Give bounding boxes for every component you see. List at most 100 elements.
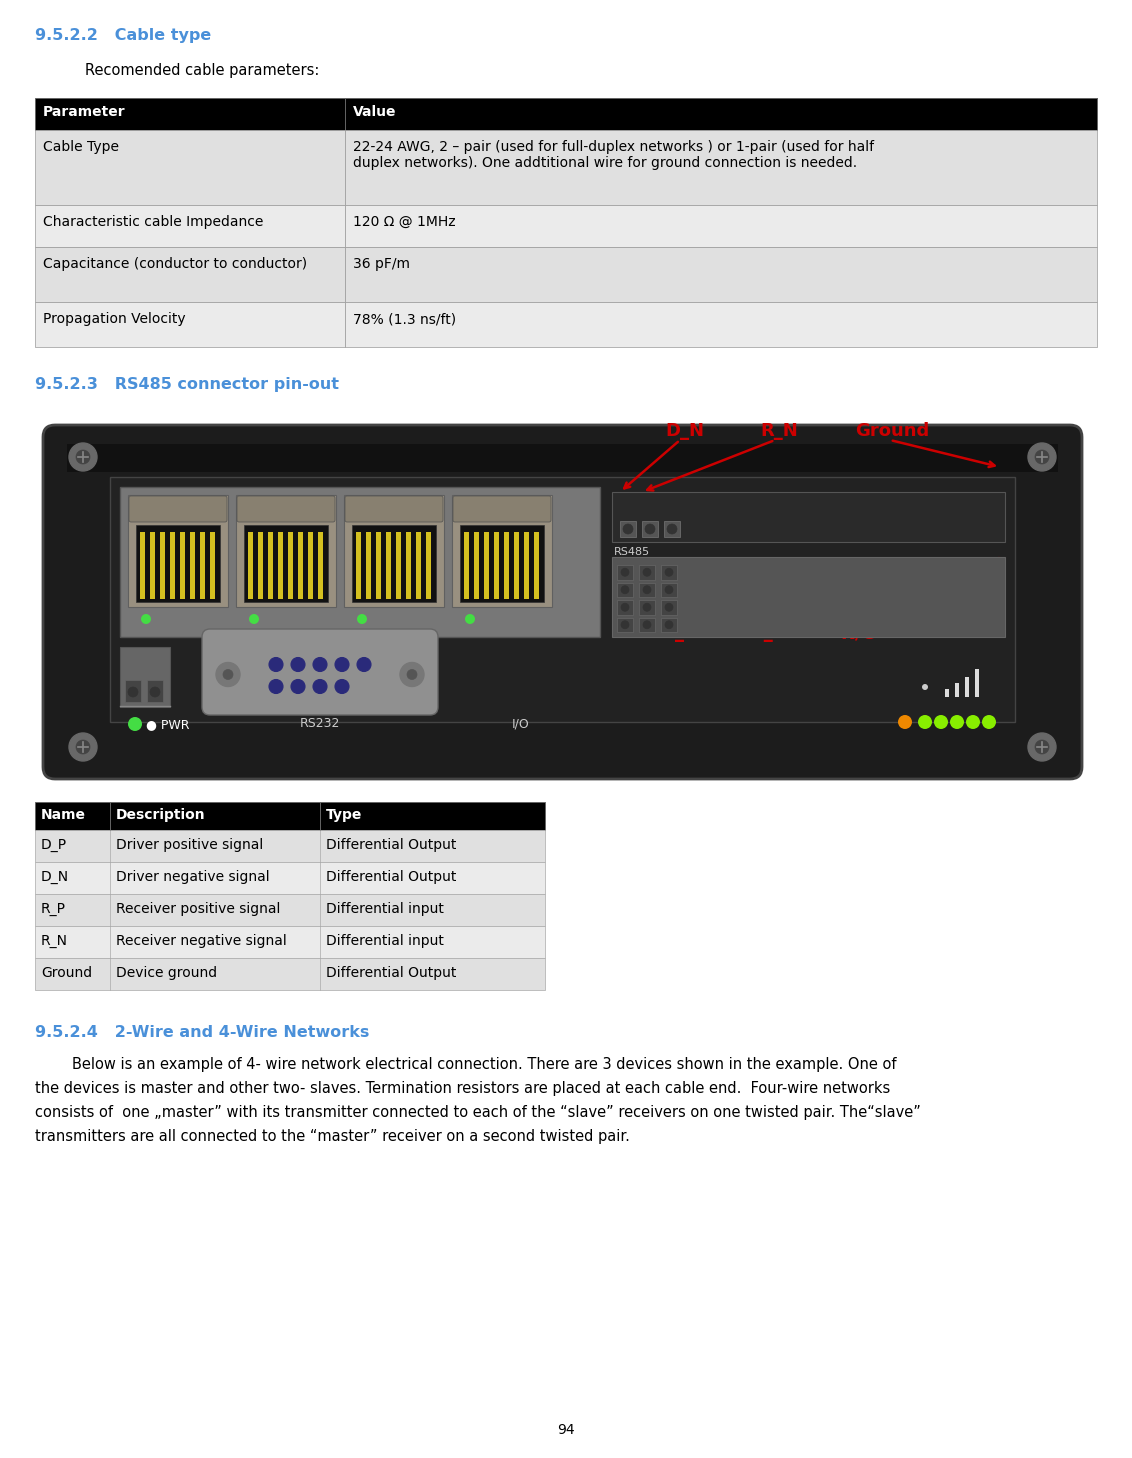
Text: Capacitance (conductor to conductor): Capacitance (conductor to conductor) — [43, 257, 307, 271]
Bar — [617, 583, 633, 596]
Bar — [534, 532, 539, 599]
Circle shape — [69, 443, 97, 471]
FancyBboxPatch shape — [43, 424, 1082, 779]
Bar — [514, 532, 518, 599]
Bar — [151, 532, 155, 599]
Bar — [140, 532, 145, 599]
Circle shape — [1028, 443, 1056, 471]
Bar — [35, 98, 1097, 130]
Circle shape — [981, 714, 996, 729]
Text: Ground: Ground — [41, 967, 92, 980]
Text: D_N: D_N — [41, 870, 69, 884]
Text: Below is an example of 4- wire network electrical connection. There are 3 device: Below is an example of 4- wire network e… — [35, 1057, 897, 1072]
Text: 36 pF/m: 36 pF/m — [353, 257, 410, 287]
Bar — [200, 532, 205, 599]
Bar — [406, 532, 411, 599]
Text: Driver positive signal: Driver positive signal — [115, 838, 264, 851]
Bar — [35, 206, 345, 246]
Bar — [617, 618, 633, 631]
Circle shape — [664, 569, 674, 576]
Bar — [298, 532, 303, 599]
Text: Ground: Ground — [855, 421, 929, 440]
Circle shape — [623, 523, 633, 534]
Text: R_N: R_N — [760, 421, 798, 440]
Text: Recomended cable parameters:: Recomended cable parameters: — [85, 63, 319, 77]
Text: Differential input: Differential input — [326, 935, 444, 948]
Text: D_P: D_P — [41, 838, 67, 851]
Bar — [35, 302, 345, 347]
Text: 78% (1.3 ns/ft): 78% (1.3 ns/ft) — [353, 312, 456, 327]
Circle shape — [291, 658, 305, 672]
Text: the devices is master and other two- slaves. Termination resistors are placed at: the devices is master and other two- sla… — [35, 1080, 890, 1096]
Bar — [211, 532, 215, 599]
Text: R_P: R_P — [41, 903, 66, 916]
Circle shape — [249, 614, 259, 624]
Text: R_P: R_P — [751, 624, 786, 642]
Circle shape — [621, 621, 629, 628]
Bar — [170, 532, 175, 599]
Text: 9.5.2.3   RS485 connector pin-out: 9.5.2.3 RS485 connector pin-out — [35, 378, 338, 392]
Circle shape — [1035, 741, 1049, 754]
Bar — [345, 130, 1097, 206]
Circle shape — [142, 614, 151, 624]
Bar — [638, 601, 655, 614]
Bar — [35, 246, 345, 302]
Circle shape — [76, 741, 91, 754]
Bar — [964, 677, 969, 697]
Bar — [235, 496, 336, 607]
Bar — [484, 532, 489, 599]
Circle shape — [643, 604, 651, 611]
Bar — [415, 532, 421, 599]
Text: D_P: D_P — [660, 624, 697, 642]
Bar — [396, 532, 401, 599]
Bar — [617, 566, 633, 579]
Bar — [426, 532, 431, 599]
Bar — [612, 557, 1005, 637]
Circle shape — [667, 523, 677, 534]
Circle shape — [918, 714, 932, 729]
Circle shape — [621, 569, 629, 576]
Bar — [460, 525, 544, 602]
Bar — [128, 496, 228, 607]
Circle shape — [69, 733, 97, 761]
Circle shape — [664, 621, 674, 628]
Circle shape — [357, 614, 367, 624]
Circle shape — [898, 714, 912, 729]
Text: 22-24 AWG, 2 – pair (used for full-duplex networks ) or 1-pair (used for half
du: 22-24 AWG, 2 – pair (used for full-duple… — [353, 140, 874, 171]
Bar — [345, 206, 1097, 246]
Circle shape — [335, 658, 349, 672]
FancyBboxPatch shape — [201, 628, 438, 714]
Text: 120 Ω @ 1MHz: 120 Ω @ 1MHz — [353, 214, 455, 229]
Bar — [612, 491, 1005, 542]
Bar — [120, 487, 600, 637]
Bar — [661, 618, 677, 631]
Circle shape — [314, 679, 327, 694]
Text: Propagation Velocity: Propagation Velocity — [43, 312, 186, 327]
Bar — [617, 601, 633, 614]
Text: 9.5.2.4   2-Wire and 4-Wire Networks: 9.5.2.4 2-Wire and 4-Wire Networks — [35, 1025, 369, 1040]
Circle shape — [621, 604, 629, 611]
Circle shape — [335, 679, 349, 694]
Circle shape — [223, 669, 233, 679]
Bar — [366, 532, 371, 599]
Text: D_N: D_N — [664, 421, 704, 440]
Bar — [661, 566, 677, 579]
Text: Value: Value — [353, 105, 396, 120]
Circle shape — [269, 679, 283, 694]
Circle shape — [643, 569, 651, 576]
Bar — [180, 532, 185, 599]
Circle shape — [269, 658, 283, 672]
Circle shape — [950, 714, 964, 729]
Bar — [248, 532, 252, 599]
Circle shape — [621, 586, 629, 593]
Bar — [35, 802, 544, 830]
Circle shape — [664, 586, 674, 593]
Bar — [35, 926, 544, 958]
Text: Parameter: Parameter — [43, 105, 126, 120]
Bar — [345, 98, 1097, 130]
Bar — [524, 532, 529, 599]
Bar — [504, 532, 509, 599]
Text: Differential Output: Differential Output — [326, 838, 456, 851]
Bar — [125, 679, 142, 701]
Bar — [35, 862, 544, 894]
